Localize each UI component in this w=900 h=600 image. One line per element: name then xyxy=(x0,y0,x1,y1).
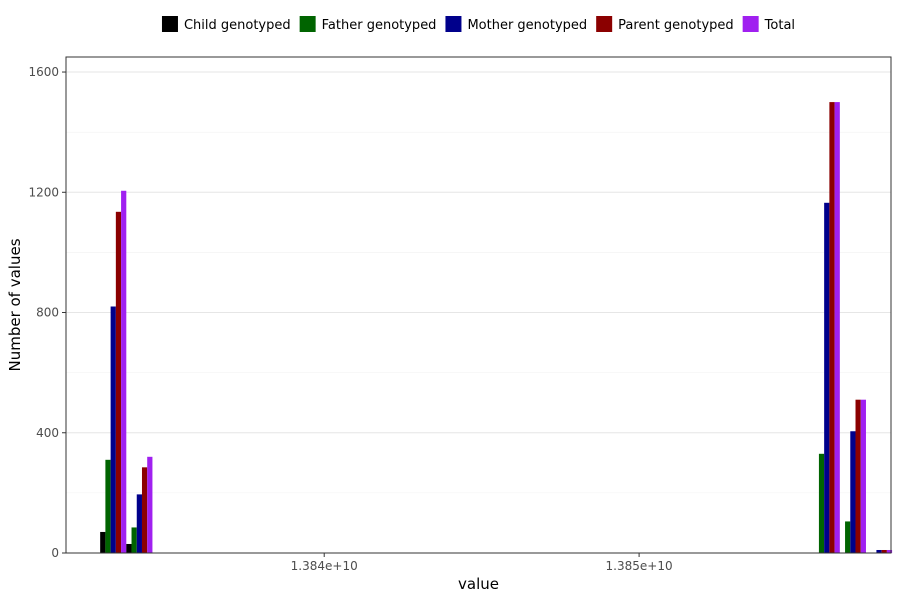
x-tick-label: 1.384e+10 xyxy=(291,559,358,573)
bar xyxy=(824,202,830,553)
legend: Child genotyped Father genotyped Mother ge… xyxy=(161,16,795,33)
panel-border xyxy=(65,56,892,554)
bar xyxy=(845,521,851,553)
bar xyxy=(110,306,116,553)
bar xyxy=(126,543,132,553)
bar xyxy=(100,531,106,553)
bar xyxy=(850,431,856,553)
legend-key xyxy=(445,16,462,32)
bar xyxy=(147,456,153,553)
bar xyxy=(834,102,840,553)
bar xyxy=(855,399,861,553)
bar xyxy=(860,399,866,553)
legend-label: Mother genotyped xyxy=(467,18,587,33)
bar xyxy=(886,549,893,553)
legend-label: Total xyxy=(764,18,795,33)
y-tick-label: 1200 xyxy=(28,185,59,199)
legend-key xyxy=(742,16,759,32)
x-axis: 1.384e+10 1.385e+10 xyxy=(291,553,673,573)
bar xyxy=(141,467,148,553)
legend-key xyxy=(161,16,178,32)
y-tick-label: 400 xyxy=(36,426,59,440)
y-axis: 0 400 800 1200 1600 xyxy=(28,65,66,560)
bar xyxy=(136,494,142,553)
bar xyxy=(881,549,887,553)
x-tick-label: 1.385e+10 xyxy=(606,559,673,573)
y-tick-label: 800 xyxy=(36,306,59,320)
legend-key xyxy=(596,16,613,32)
x-axis-title: value xyxy=(458,575,499,593)
y-tick-label: 0 xyxy=(51,546,59,560)
bar xyxy=(876,549,882,553)
bar xyxy=(818,453,825,553)
bar xyxy=(131,527,137,553)
bar xyxy=(121,190,127,553)
bar xyxy=(115,211,122,553)
bar xyxy=(829,102,835,553)
legend-label: Father genotyped xyxy=(322,18,437,33)
legend-label: Child genotyped xyxy=(184,18,291,33)
bars xyxy=(100,102,893,553)
y-axis-title: Number of values xyxy=(6,238,24,371)
legend-label: Parent genotyped xyxy=(618,18,733,33)
gridlines xyxy=(66,71,891,554)
plot-panel xyxy=(66,57,891,553)
legend-key xyxy=(299,16,316,32)
bar xyxy=(105,459,111,553)
y-tick-label: 1600 xyxy=(28,65,59,79)
